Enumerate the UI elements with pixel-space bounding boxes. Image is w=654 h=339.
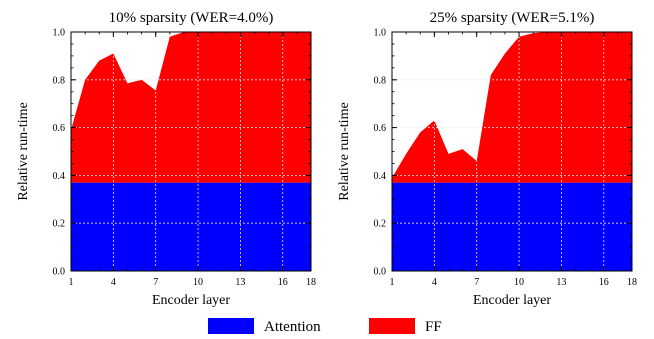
x-tick-label: 7 bbox=[153, 277, 158, 288]
chart-panel-2: 1 4 7 10 13 16 18 0.0 0.2 0.4 0.6 0.8 1.0 25% sparsit… bbox=[337, 10, 637, 308]
y-tick-label: 0.8 bbox=[53, 75, 66, 86]
x-tick-label: 10 bbox=[193, 277, 203, 288]
legend-label-ff: FF bbox=[425, 319, 442, 335]
area-attention bbox=[392, 182, 632, 271]
legend-swatch-attention bbox=[208, 318, 254, 334]
x-tick-label: 4 bbox=[432, 277, 437, 288]
area-ff bbox=[71, 32, 311, 183]
y-axis-label: Relative run-time bbox=[337, 102, 352, 200]
y-tick-label: 0.2 bbox=[374, 219, 387, 230]
y-tick-label: 0.0 bbox=[374, 267, 387, 278]
legend-label-attention: Attention bbox=[264, 319, 321, 335]
y-axis-label: Relative run-time bbox=[16, 102, 31, 200]
chart-title: 25% sparsity (WER=5.1%) bbox=[430, 10, 595, 26]
x-tick-label: 18 bbox=[627, 277, 637, 288]
x-tick-label: 10 bbox=[514, 277, 524, 288]
area-attention bbox=[71, 182, 311, 271]
area-ff bbox=[392, 32, 632, 183]
x-tick-label: 18 bbox=[306, 277, 316, 288]
y-tick-label: 0.6 bbox=[374, 123, 387, 134]
x-tick-label: 16 bbox=[599, 277, 609, 288]
x-tick-label: 13 bbox=[556, 277, 566, 288]
y-tick-label: 1.0 bbox=[53, 28, 66, 39]
y-tick-label: 0.6 bbox=[53, 123, 66, 134]
y-tick-label: 0.8 bbox=[374, 75, 387, 86]
y-tick-label: 0.2 bbox=[53, 219, 66, 230]
x-tick-label: 1 bbox=[390, 277, 395, 288]
x-tick-label: 13 bbox=[235, 277, 245, 288]
x-axis-label: Encoder layer bbox=[473, 293, 551, 308]
x-tick-label: 16 bbox=[278, 277, 288, 288]
y-tick-label: 0.4 bbox=[374, 171, 387, 182]
y-tick-label: 0.4 bbox=[53, 171, 66, 182]
x-axis-label: Encoder layer bbox=[152, 293, 230, 308]
legend-swatch-ff bbox=[369, 318, 415, 334]
y-tick-label: 0.0 bbox=[53, 267, 66, 278]
chart-panel-1: 1 4 7 10 13 16 18 0.0 0.2 0.4 0.6 0.8 1.0 10% sparsit… bbox=[16, 10, 316, 308]
y-tick-label: 1.0 bbox=[374, 28, 387, 39]
chart-title: 10% sparsity (WER=4.0%) bbox=[109, 10, 274, 26]
x-tick-label: 4 bbox=[111, 277, 116, 288]
legend: Attention FF bbox=[208, 318, 442, 335]
x-tick-label: 1 bbox=[69, 277, 74, 288]
x-tick-label: 7 bbox=[474, 277, 479, 288]
